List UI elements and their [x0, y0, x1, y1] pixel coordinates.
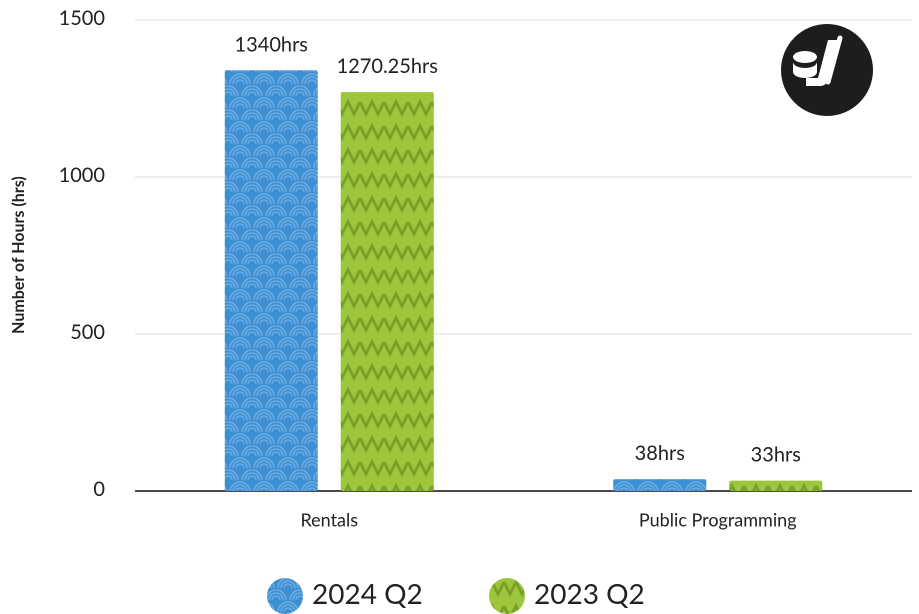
y-tick-label: 500 — [70, 320, 105, 344]
bar — [613, 479, 707, 491]
hockey-icon — [781, 24, 873, 116]
legend-label: 2023 Q2 — [534, 576, 645, 610]
bar — [729, 480, 823, 491]
legend-swatch — [267, 578, 303, 614]
x-tick-label: Rentals — [300, 509, 358, 531]
y-tick-label: 1500 — [59, 6, 105, 30]
x-tick-label: Public Programming — [639, 509, 797, 531]
value-label: 1340hrs — [235, 32, 308, 56]
value-label: 33hrs — [751, 443, 801, 467]
legend-swatch — [489, 578, 525, 614]
y-tick-label: 0 — [93, 477, 105, 501]
bar — [340, 92, 434, 491]
value-label: 1270.25hrs — [337, 54, 438, 78]
value-label: 38hrs — [635, 441, 685, 465]
legend-label: 2024 Q2 — [312, 576, 423, 610]
y-tick-label: 1000 — [59, 163, 105, 187]
y-axis-title: Number of Hours (hrs) — [9, 176, 28, 334]
bar — [224, 70, 318, 492]
